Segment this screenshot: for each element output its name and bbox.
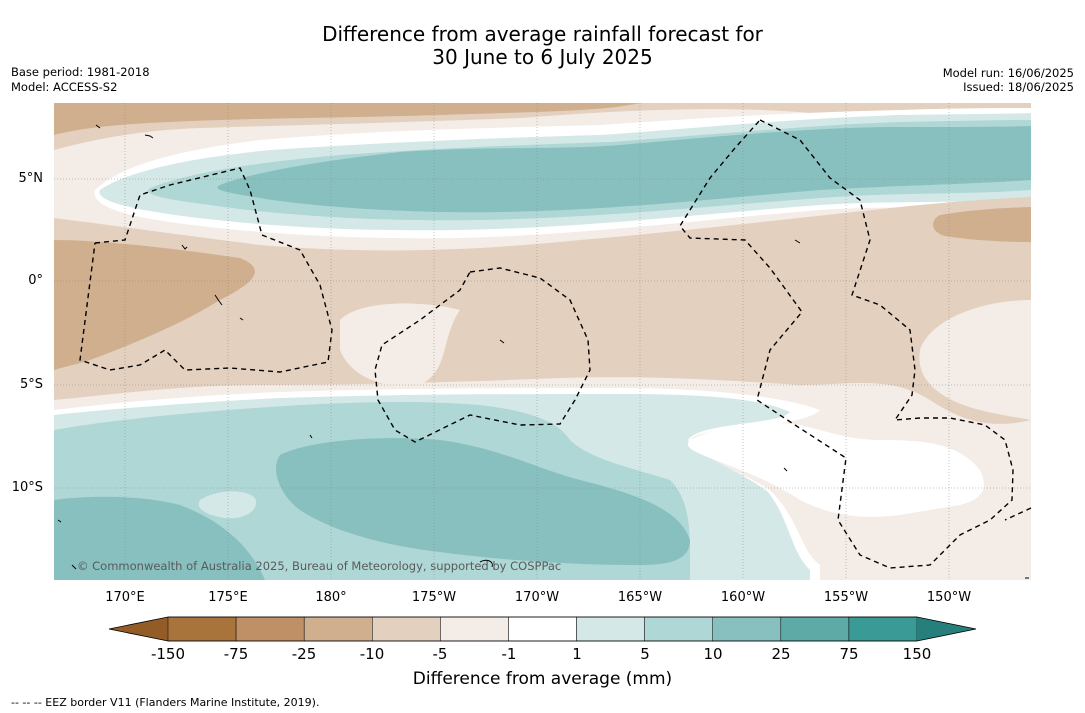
fill-central-east-light: [919, 300, 1031, 420]
fill-southeast-dry: [820, 495, 1031, 580]
colorbar-tick-label: 10: [703, 645, 723, 663]
colorbar-outline: [108, 616, 977, 642]
lat-label-0: 0°: [28, 273, 43, 288]
fill-southwest-wet-strong: [54, 496, 265, 580]
colorbar-tick-label: -75: [223, 645, 249, 663]
base-period-label: Base period: 1981-2018: [11, 65, 150, 79]
colorbar-cell: [167, 616, 237, 642]
model-run-label: Model run: 16/06/2025: [942, 66, 1074, 80]
map-title-line-2: 30 June to 6 July 2025: [432, 45, 653, 69]
copyright-notice: © Commonwealth of Australia 2025, Bureau…: [77, 559, 562, 573]
colorbar-cell: [576, 616, 645, 642]
lon-label-155w: 155°W: [823, 590, 869, 605]
lat-label-10s: 10°S: [11, 480, 43, 495]
lon-label-180: 180°: [315, 590, 347, 605]
colorbar-tick-label: 1: [572, 645, 582, 663]
colorbar-cell: [644, 616, 713, 642]
lon-label-175w: 175°W: [411, 590, 457, 605]
colorbar-tick-label: -150: [150, 645, 186, 663]
colorbar-cells: [167, 616, 918, 642]
colorbar: [108, 616, 977, 642]
colorbar-tick-label: 5: [640, 645, 650, 663]
lon-label-170e: 170°E: [105, 590, 145, 605]
colorbar-tick-label: -25: [291, 645, 317, 663]
model-label: Model: ACCESS-S2: [11, 80, 118, 94]
graticule: [54, 103, 1031, 580]
colorbar-tick-label: -1: [501, 645, 517, 663]
colorbar-cell: [780, 616, 850, 642]
colorbar-tick-label: 25: [771, 645, 791, 663]
island-outlines: [57, 124, 1029, 579]
colorbar-cell: [440, 616, 509, 642]
lon-label-175e: 175°E: [208, 590, 248, 605]
colorbar-tick-label: -10: [359, 645, 385, 663]
lat-label-5s: 5°S: [19, 377, 43, 392]
lon-label-160w: 160°W: [720, 590, 766, 605]
colorbar-tick-label: 75: [839, 645, 859, 663]
map-title-line-1: Difference from average rainfall forecas…: [322, 22, 763, 46]
colorbar-cell: [372, 616, 441, 642]
colorbar-cell: [848, 616, 918, 642]
fill-central-dry-strong-east: [933, 207, 1031, 242]
fill-north-wet-strong: [217, 126, 1031, 213]
fill-south-wet-strong: [276, 438, 690, 565]
colorbar-under-triangle: [109, 617, 168, 641]
lon-label-165w: 165°W: [617, 590, 663, 605]
colorbar-tick-label: -5: [432, 645, 448, 663]
eez-footnote: -- -- -- EEZ border V11 (Flanders Marine…: [11, 696, 320, 709]
lon-label-170w: 170°W: [514, 590, 560, 605]
fill-central-dry: [54, 197, 1031, 424]
fill-southeast-near-normal: [687, 423, 984, 517]
lon-label-150w: 150°W: [926, 590, 972, 605]
issued-label: Issued: 18/06/2025: [963, 80, 1074, 94]
colorbar-cell: [508, 616, 577, 642]
colorbar-cell: [235, 616, 305, 642]
colorbar-cell: [712, 616, 782, 642]
fill-north-dry-strong: [54, 103, 640, 135]
lat-label-5n: 5°N: [18, 171, 44, 186]
fill-central-dry-strong-west: [54, 240, 255, 370]
colorbar-over-triangle: [917, 617, 976, 641]
anomaly-contour-fills: [54, 103, 1031, 580]
colorbar-cell: [303, 616, 373, 642]
eez-borders: [79, 119, 1032, 569]
fill-central-light-patch: [340, 303, 460, 386]
colorbar-label: Difference from average (mm): [412, 669, 673, 689]
fill-south-light-island: [198, 491, 256, 519]
colorbar-tick-label: 150: [902, 645, 932, 663]
